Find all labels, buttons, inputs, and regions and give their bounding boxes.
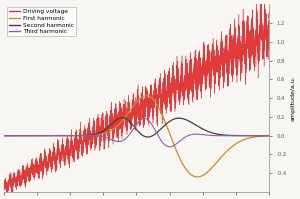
Y-axis label: amplitude/a.u.: amplitude/a.u. (291, 75, 296, 121)
Legend: Driving voltage, First harmonic, Second harmonic, Third harmonic: Driving voltage, First harmonic, Second … (7, 7, 76, 36)
